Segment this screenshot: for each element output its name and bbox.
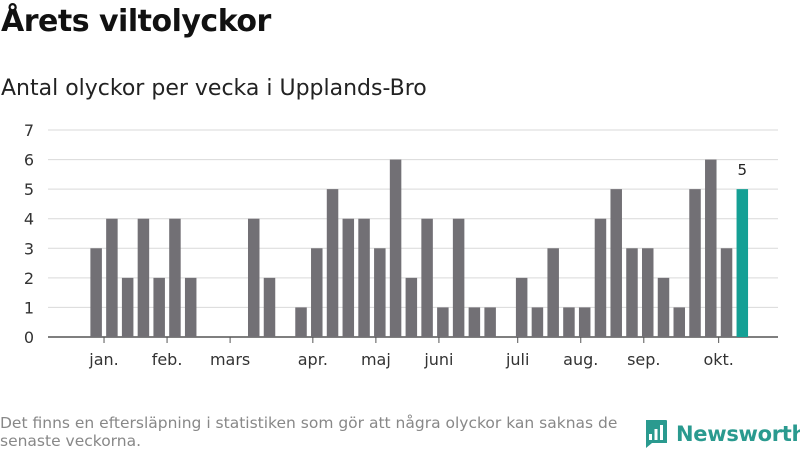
data-labels: 5 xyxy=(738,161,748,179)
data-label: 5 xyxy=(738,161,748,179)
bar-week-17[interactable] xyxy=(326,189,339,337)
bar-week-33[interactable] xyxy=(578,307,591,337)
bar-week-3[interactable] xyxy=(106,218,118,337)
bar-week-5[interactable] xyxy=(137,218,150,337)
x-tick-label: juli xyxy=(505,350,529,369)
x-axis: jan. feb. mars apr. maj juni juli aug. sep. okt. xyxy=(88,337,734,369)
x-tick-label: maj xyxy=(361,350,391,369)
x-tick-label: mars xyxy=(210,350,250,369)
bar-week-29[interactable] xyxy=(515,277,528,337)
x-tick-label: aug. xyxy=(563,350,598,369)
bar-chart: 0 1 2 3 4 5 6 7 5 jan. feb. mars apr. maj juni juli au… xyxy=(24,121,778,369)
bar-week-43[interactable] xyxy=(736,189,749,337)
bar-week-21[interactable] xyxy=(389,159,402,337)
bar-week-35[interactable] xyxy=(610,189,622,337)
y-tick-label: 3 xyxy=(24,239,34,258)
bar-week-6[interactable] xyxy=(153,277,165,337)
y-tick-label: 1 xyxy=(24,298,34,317)
bar-week-8[interactable] xyxy=(184,277,197,337)
bar-week-7[interactable] xyxy=(169,218,181,337)
bar-week-20[interactable] xyxy=(374,248,386,337)
bar-week-37[interactable] xyxy=(641,248,654,337)
bar-week-38[interactable] xyxy=(657,277,670,337)
x-tick-label: jan. xyxy=(88,350,118,369)
bar-week-25[interactable] xyxy=(452,218,465,337)
y-tick-label: 4 xyxy=(24,210,34,229)
y-tick-label: 7 xyxy=(24,121,34,140)
bar-week-23[interactable] xyxy=(421,218,433,337)
bar-week-42[interactable] xyxy=(720,248,733,337)
bar-week-27[interactable] xyxy=(484,307,496,337)
x-tick-label: apr. xyxy=(298,350,328,369)
bar-week-4[interactable] xyxy=(121,277,134,337)
chart-subtitle: Antal olyckor per vecka i Upplands-Bro xyxy=(1,76,427,101)
brand-name: Newsworthy xyxy=(676,422,800,446)
bar-week-32[interactable] xyxy=(563,307,575,337)
y-tick-label: 0 xyxy=(24,328,34,347)
bar-week-41[interactable] xyxy=(705,159,717,337)
bar-chart-logo-icon xyxy=(646,420,667,448)
chart-title: Årets viltolyckor xyxy=(1,4,271,39)
bar-week-24[interactable] xyxy=(437,307,449,337)
bar-week-15[interactable] xyxy=(295,307,307,337)
bar-week-13[interactable] xyxy=(263,277,276,337)
bar-week-39[interactable] xyxy=(673,307,686,337)
bar-week-34[interactable] xyxy=(594,218,607,337)
x-tick-label: feb. xyxy=(152,350,183,369)
bar-week-26[interactable] xyxy=(468,307,481,337)
bar-week-36[interactable] xyxy=(626,248,638,337)
brand-logo[interactable]: Newsworthy xyxy=(644,418,800,450)
y-tick-label: 2 xyxy=(24,269,34,288)
bar-week-16[interactable] xyxy=(311,248,323,337)
y-tick-label: 5 xyxy=(24,180,34,199)
bar-week-2[interactable] xyxy=(90,248,102,337)
footnote: Det finns en eftersläpning i statistiken… xyxy=(0,414,618,450)
bar-week-40[interactable] xyxy=(689,189,701,337)
bar-week-31[interactable] xyxy=(547,248,559,337)
y-axis: 0 1 2 3 4 5 6 7 xyxy=(24,121,34,347)
x-tick-label: okt. xyxy=(703,350,733,369)
bars xyxy=(90,159,749,337)
bar-week-12[interactable] xyxy=(247,218,260,337)
x-tick-label: juni xyxy=(423,350,453,369)
y-tick-label: 6 xyxy=(24,151,34,170)
bar-week-19[interactable] xyxy=(358,218,370,337)
bar-week-22[interactable] xyxy=(405,277,418,337)
bar-week-18[interactable] xyxy=(342,218,355,337)
bar-week-30[interactable] xyxy=(531,307,544,337)
x-tick-label: sep. xyxy=(627,350,660,369)
